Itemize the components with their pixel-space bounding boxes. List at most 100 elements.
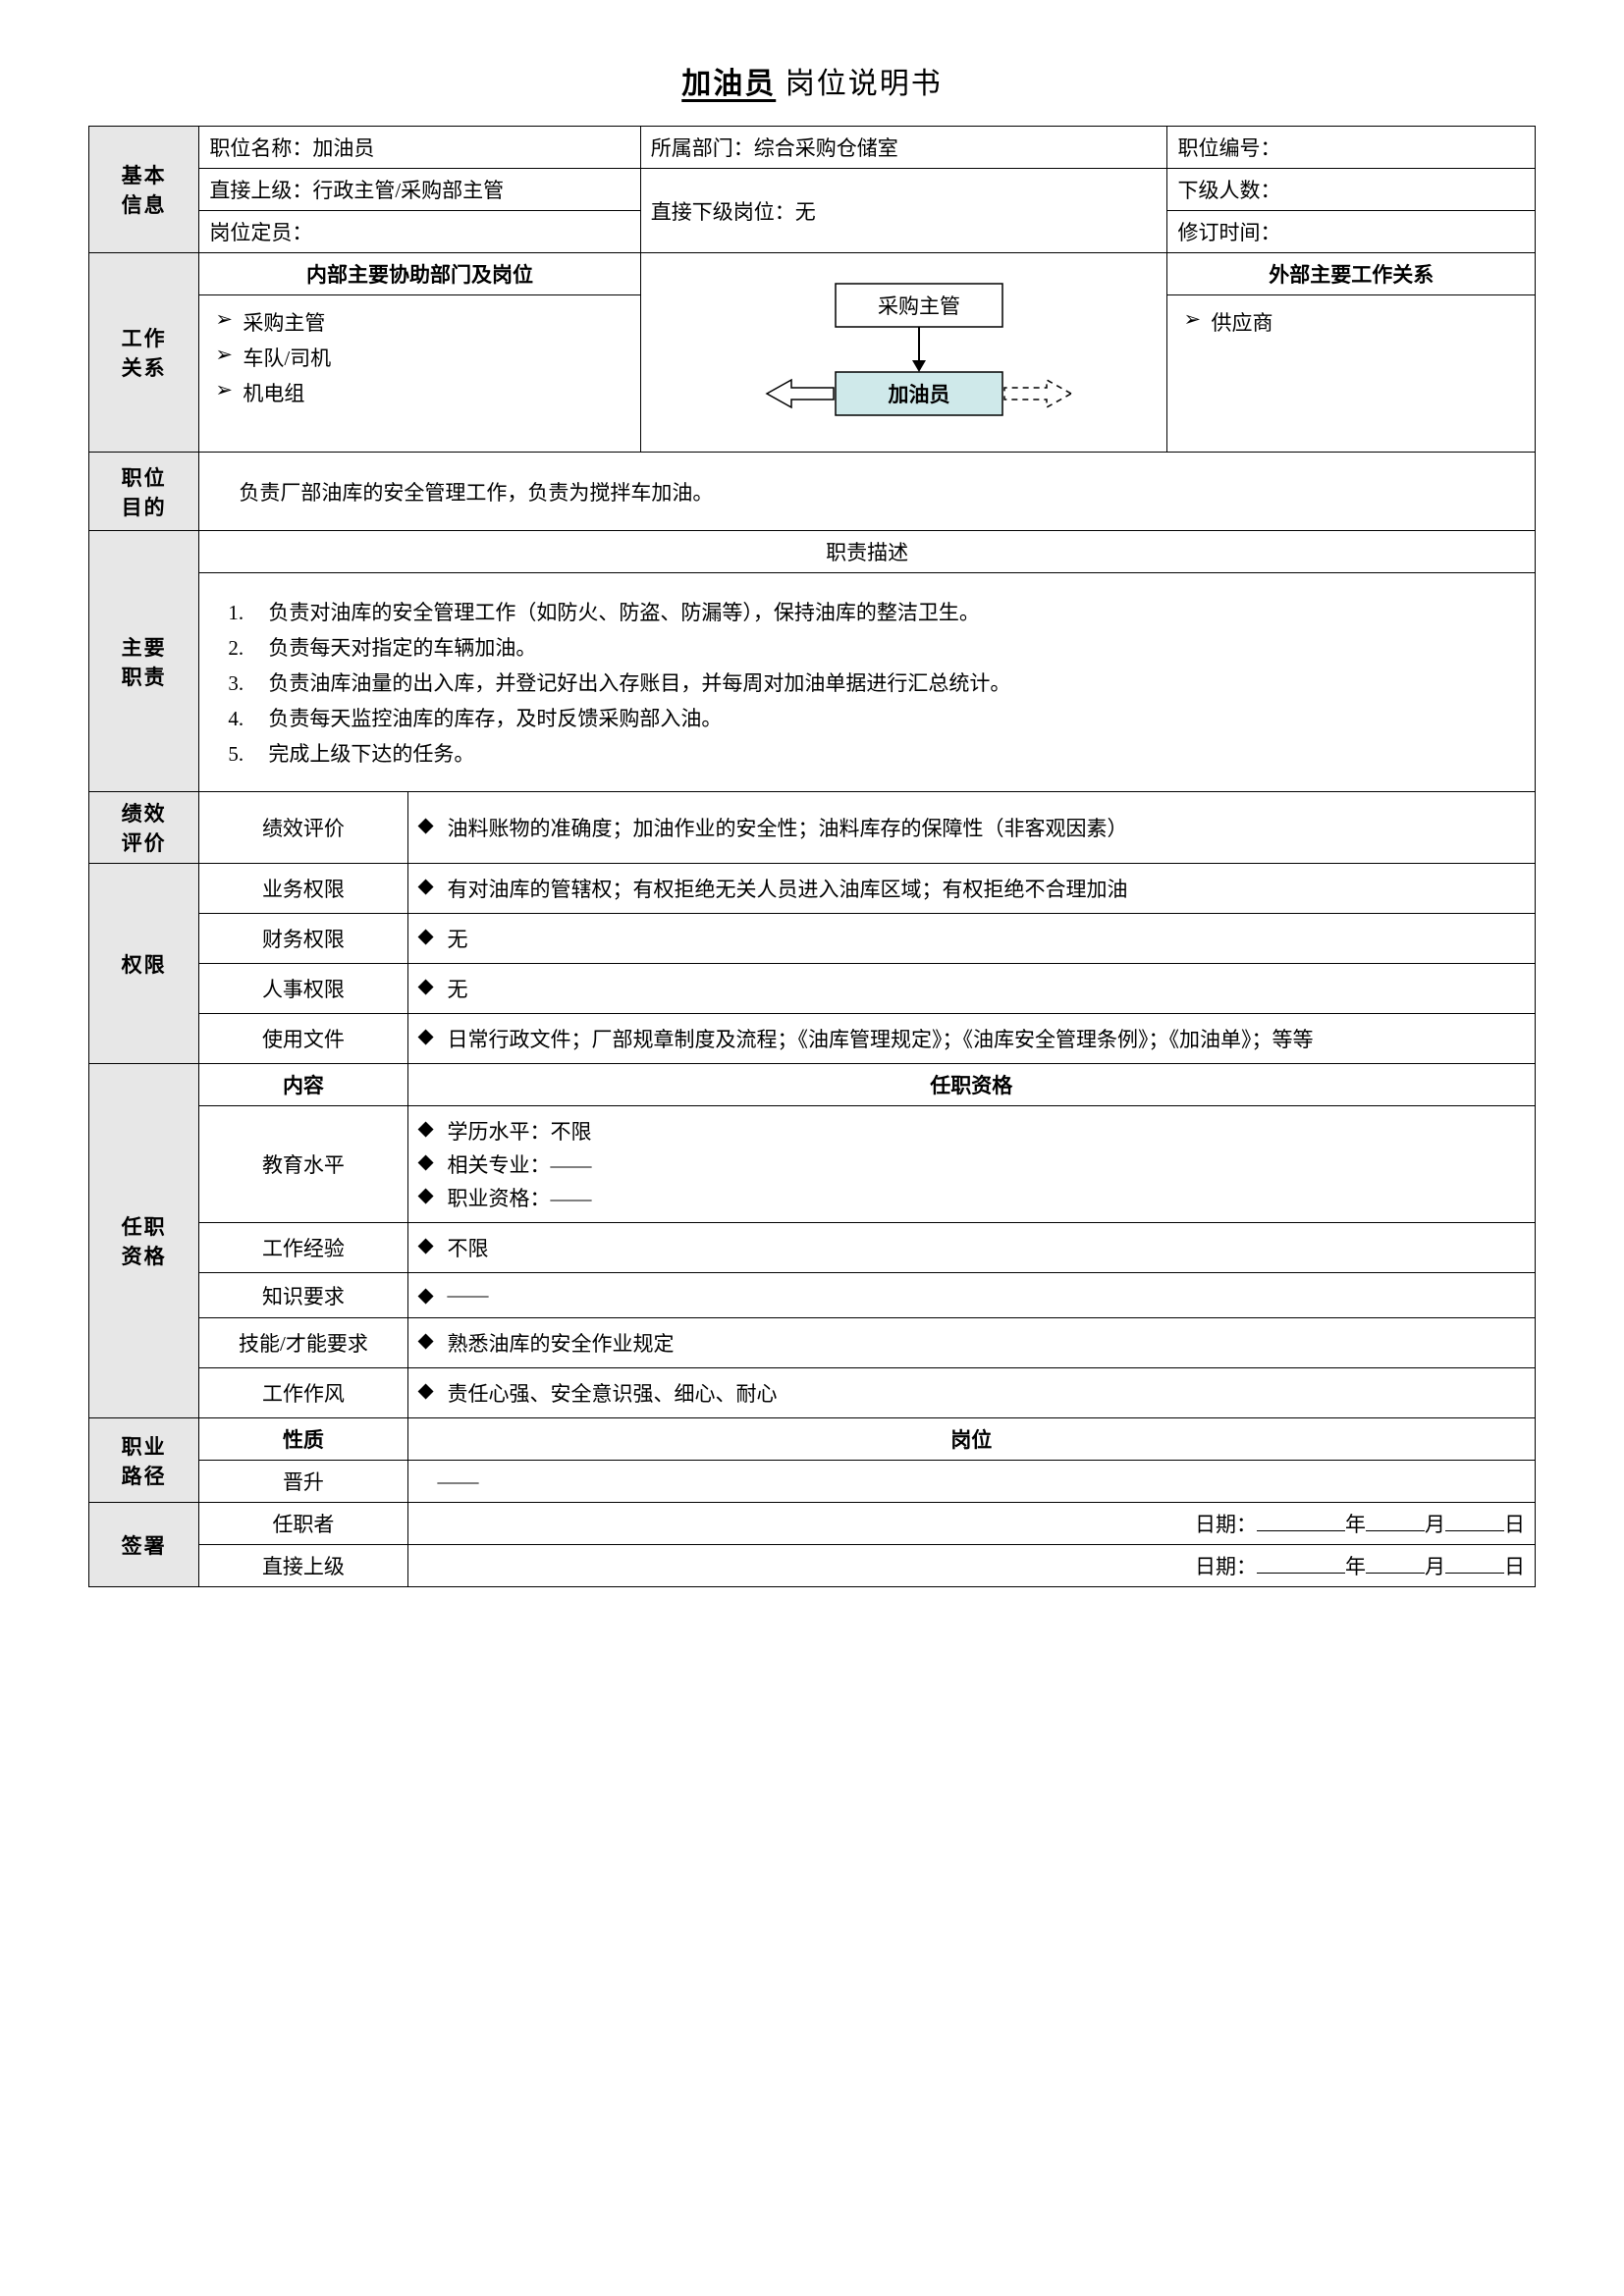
side-purpose: 职位 目的 <box>89 453 199 531</box>
table-row: 使用文件◆日常行政文件；厂部规章制度及流程；《油库管理规定》；《油库安全管理条例… <box>89 1014 1536 1064</box>
arrow-icon: ➢ <box>215 378 243 402</box>
resp-item: 负责每天监控油库的库存，及时反馈采购部入油。 <box>248 703 1515 732</box>
side-text: 工作 关系 <box>122 327 167 380</box>
table-row: 负责对油库的安全管理工作（如防火、防盗、防漏等），保持油库的整洁卫生。负责每天对… <box>89 573 1536 792</box>
month-label: 月 <box>1425 1555 1445 1578</box>
table-row: 知识要求 ◆—— <box>89 1273 1536 1318</box>
table-row: 绩效 评价 绩效评价 ◆油料账物的准确度；加油作业的安全性；油料库存的保障性（非… <box>89 792 1536 864</box>
year-label: 年 <box>1345 1555 1366 1578</box>
list-item-label: 供应商 <box>1211 307 1272 337</box>
label: 职位编号： <box>1177 136 1280 160</box>
list-item: ➢车队/司机 <box>215 343 629 372</box>
auth-label: 使用文件 <box>199 1014 407 1064</box>
qual-items-cell: ◆不限 <box>407 1223 1535 1273</box>
internal-list-cell: ➢采购主管➢车队/司机➢机电组 <box>199 295 640 453</box>
cell-superior: 直接上级：行政主管/采购部主管 <box>199 169 640 211</box>
resp-item: 负责对油库的安全管理工作（如防火、防盗、防漏等），保持油库的整洁卫生。 <box>248 597 1515 626</box>
year-label: 年 <box>1345 1513 1366 1536</box>
diamond-icon: ◆ <box>418 1283 448 1308</box>
diamond-icon: ◆ <box>418 974 448 1003</box>
cell-code: 职位编号： <box>1167 127 1536 169</box>
qual-label: 知识要求 <box>199 1273 407 1318</box>
auth-label: 人事权限 <box>199 964 407 1014</box>
blank-day <box>1445 1551 1504 1574</box>
auth-item-text: 有对油库的管辖权；有权拒绝无关人员进入油库区域；有权拒绝不合理加油 <box>448 874 1128 903</box>
value: 综合采购仓储室 <box>754 136 898 160</box>
list-item-label: 采购主管 <box>243 307 325 337</box>
qual-label: 工作作风 <box>199 1368 407 1418</box>
value: —— <box>438 1469 479 1493</box>
table-row: 基本 信息 职位名称：加油员 所属部门：综合采购仓储室 职位编号： <box>89 127 1536 169</box>
table-row: 财务权限 ◆无 <box>89 914 1536 964</box>
list-item-label: 机电组 <box>243 378 304 407</box>
resp-list-cell: 负责对油库的安全管理工作（如防火、防盗、防漏等），保持油库的整洁卫生。负责每天对… <box>199 573 1536 792</box>
value: 无 <box>795 200 816 224</box>
side-text: 职业 路径 <box>122 1435 167 1488</box>
resp-item: 完成上级下达的任务。 <box>248 738 1515 768</box>
table-row: 直接上级：行政主管/采购部主管 直接下级岗位：无 下级人数： <box>89 169 1536 211</box>
label: 岗位定员： <box>209 221 312 244</box>
side-text: 绩效 评价 <box>122 802 167 855</box>
purpose-text: 负责厂部油库的安全管理工作，负责为搅拌车加油。 <box>199 453 1536 531</box>
blank-month <box>1366 1551 1425 1574</box>
side-relations: 工作 关系 <box>89 253 199 453</box>
qual-label: 工作经验 <box>199 1223 407 1273</box>
label: 下级人数： <box>1177 179 1280 202</box>
qual-item-text: 不限 <box>448 1233 489 1262</box>
table-row: 工作经验 ◆不限 <box>89 1223 1536 1273</box>
side-text: 任职 资格 <box>122 1215 167 1268</box>
side-text: 权限 <box>122 953 167 977</box>
value: 加油员 <box>312 136 374 160</box>
qual-items-cell: ◆—— <box>407 1273 1535 1318</box>
table-row: 技能/才能要求 ◆熟悉油库的安全作业规定 <box>89 1318 1536 1368</box>
job-description-table: 基本 信息 职位名称：加油员 所属部门：综合采购仓储室 职位编号： 直接上级：行… <box>88 126 1536 1587</box>
diagram-arrow-head <box>912 360 926 372</box>
diagram-bottom-label: 加油员 <box>887 383 949 406</box>
resp-header: 职责描述 <box>199 531 1536 573</box>
title-name: 加油员 <box>681 68 776 100</box>
diamond-icon: ◆ <box>418 1328 448 1358</box>
diamond-icon: ◆ <box>418 1116 448 1146</box>
cell-subord: 直接下级岗位：无 <box>640 169 1167 253</box>
diamond-icon: ◆ <box>418 924 448 953</box>
auth-item-text: 无 <box>448 924 468 953</box>
cell-revise: 修订时间： <box>1167 211 1536 253</box>
list-item: ➢机电组 <box>215 378 629 407</box>
side-career: 职业 路径 <box>89 1418 199 1503</box>
relation-diagram: 采购主管 加油员 <box>708 274 1101 431</box>
auth-items-cell: ◆日常行政文件；厂部规章制度及流程；《油库管理规定》；《油库安全管理条例》；《加… <box>407 1014 1535 1064</box>
table-row: 工作作风 ◆责任心强、安全意识强、细心、耐心 <box>89 1368 1536 1418</box>
value: 行政主管/采购部主管 <box>312 179 504 202</box>
qual-item-text: 职业资格：—— <box>448 1183 592 1212</box>
day-label: 日 <box>1504 1513 1525 1536</box>
career-col1: 性质 <box>199 1418 407 1461</box>
blank-year <box>1257 1509 1345 1531</box>
external-header: 外部主要工作关系 <box>1167 253 1536 295</box>
diamond-icon: ◆ <box>418 874 448 903</box>
external-list-cell: ➢供应商 <box>1167 295 1536 453</box>
date-prefix: 日期： <box>1195 1513 1257 1536</box>
day-label: 日 <box>1504 1555 1525 1578</box>
side-text: 基本 信息 <box>122 164 167 217</box>
auth-label: 财务权限 <box>199 914 407 964</box>
qual-items-cell: ◆熟悉油库的安全作业规定 <box>407 1318 1535 1368</box>
internal-header: 内部主要协助部门及岗位 <box>199 253 640 295</box>
diagram-top-label: 采购主管 <box>878 294 960 318</box>
arrow-icon: ➢ <box>215 343 243 367</box>
diamond-icon: ◆ <box>418 1149 448 1179</box>
label: 直接上级： <box>209 179 312 202</box>
side-eval: 绩效 评价 <box>89 792 199 864</box>
cell-position: 职位名称：加油员 <box>199 127 640 169</box>
arrow-icon: ➢ <box>215 307 243 332</box>
blank-year <box>1257 1551 1345 1574</box>
side-text: 职位 目的 <box>122 466 167 519</box>
side-qualification: 任职 资格 <box>89 1064 199 1418</box>
diamond-icon: ◆ <box>418 1183 448 1212</box>
table-row: 人事权限◆无 <box>89 964 1536 1014</box>
qual-item-text: 相关专业：—— <box>448 1149 592 1179</box>
sign-row2-label: 直接上级 <box>199 1545 407 1587</box>
career-promote-label: 晋升 <box>199 1461 407 1503</box>
cell-subcount: 下级人数： <box>1167 169 1536 211</box>
career-promote-value: —— <box>407 1461 1535 1503</box>
qual-col-content: 内容 <box>199 1064 407 1106</box>
